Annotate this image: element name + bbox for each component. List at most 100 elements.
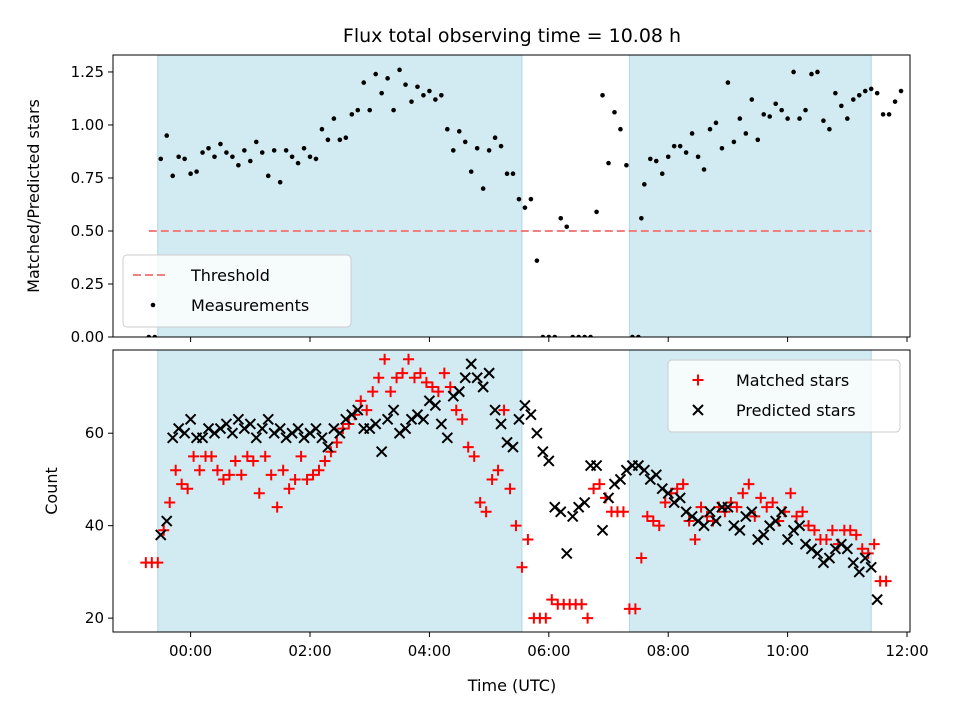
plus-point [516,561,528,573]
x-point [555,506,567,518]
dot-point [391,107,396,113]
plus-point [629,603,641,615]
x-tick-label: 06:00 [527,642,570,660]
plus-point [492,464,504,476]
x-point [758,529,770,541]
plus-point [826,524,838,536]
dot-point [797,116,802,121]
dot-point [612,109,617,115]
plus-point [719,506,731,518]
plus-point [456,413,468,425]
dot-point [194,169,199,174]
plus-point [689,534,701,546]
plus-point [271,501,283,513]
dot-point [468,169,474,174]
x-point [781,533,794,546]
dot-point [343,135,349,140]
dot-point [427,88,432,94]
x-point [793,519,806,532]
dot-point [642,182,647,187]
plus-point [653,520,665,532]
dot-point [755,137,761,143]
top-axes-layer: 0.00 0.25 0.50 0.75 1.00 1.25 Matched/Predicte… [24,54,911,346]
x-point [811,547,824,560]
plus-point [749,510,761,522]
dot-point [158,156,164,162]
x-point [429,399,442,412]
plus-point [820,534,832,546]
x-point [638,464,651,476]
dot-point [821,118,826,124]
dot-point [450,148,456,153]
dot-point [212,154,217,160]
plus-point [301,473,313,485]
x-point [250,432,262,444]
plus-point [617,506,629,518]
x-point [465,358,477,370]
dot-point [349,112,355,117]
dot-point [224,150,229,155]
x-point [722,501,734,513]
plus-point [373,372,385,384]
dot-point [337,137,343,143]
dot-point [236,162,241,168]
dot-point [707,126,713,132]
y-tick-label: 0.25 [71,275,104,293]
top-panel: 0.00 0.25 0.50 0.75 1.00 1.25 Matched/Predicte… [24,54,911,346]
plus-point [450,404,462,416]
dot-point [689,131,695,136]
plus-point [850,529,862,541]
plus-point [844,524,856,536]
plus-point [319,455,331,467]
plus-point [647,515,659,527]
x-point [823,552,836,564]
x-point [650,469,662,481]
dot-point [331,116,337,121]
x-point [662,487,674,500]
plus-point [194,464,206,476]
dot-point [230,154,235,160]
dot-point [546,334,552,337]
dot-point [522,205,528,210]
x-point [256,422,268,435]
plus-point [582,612,594,624]
dot-point [898,88,904,94]
plus-point [462,441,474,453]
dot-point [683,150,689,155]
dot-point [492,135,498,140]
dot-point [516,196,522,202]
plus-point [576,598,588,610]
chart-title: Flux total observing time = 10.08 h [343,25,681,47]
dot-point [289,154,295,160]
x-point [483,367,495,379]
x-point [775,506,788,518]
dot-point [791,69,796,75]
plus-point [540,612,552,624]
x-point [769,515,782,527]
plus-point [432,386,444,398]
top-marks-layer [146,67,904,337]
y-tick-label: 1.25 [71,63,104,81]
plus-point [283,483,295,495]
legend-label: Matched stars [736,371,849,390]
plus-point [361,404,373,416]
x-point [316,432,328,444]
dot-point [188,171,193,177]
x-point [262,413,274,426]
x-point [847,556,859,569]
dot-point [325,137,331,143]
dot-point [200,150,205,155]
x-point [220,418,233,430]
plus-point [862,547,874,559]
dot-point [636,334,641,337]
legend-swatch [692,404,704,416]
plus-point [408,372,420,384]
plus-point [546,594,558,606]
dot-point [253,139,259,145]
x-tick-label: 12:00 [885,642,928,660]
y-axis-label: Matched/Predicted stars [24,99,43,293]
plus-point [426,381,438,393]
x-point [704,506,716,518]
legend-label: Predicted stars [736,401,856,420]
